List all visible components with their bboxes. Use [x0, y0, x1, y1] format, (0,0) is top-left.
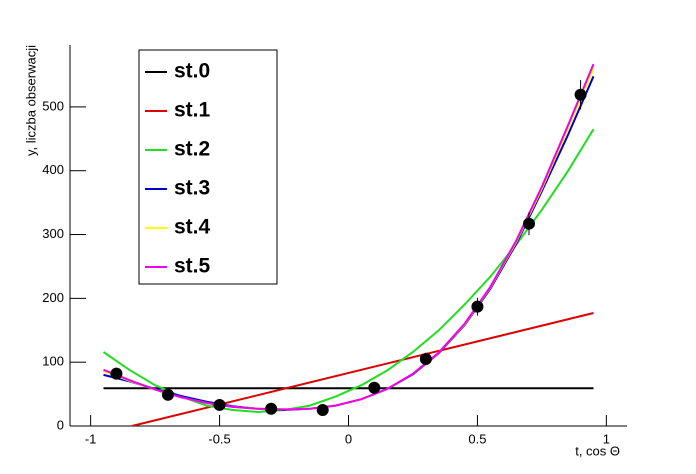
data-point: [161, 388, 174, 401]
x-axis-label: t, cos Θ: [575, 443, 620, 458]
y-tick-label: 0: [57, 417, 64, 432]
legend-label: st.4: [174, 216, 211, 239]
data-point: [523, 217, 536, 230]
data-point: [574, 88, 587, 101]
legend-label: st.5: [174, 255, 211, 278]
plot-area: [102, 63, 595, 426]
data-point: [419, 352, 432, 365]
y-tick-label: 500: [42, 98, 64, 113]
data-point: [265, 402, 278, 415]
x-tick-label: 1: [603, 431, 610, 446]
y-tick-label: 200: [42, 290, 64, 305]
x-tick-label: 0: [345, 431, 352, 446]
y-tick-label: 400: [42, 162, 64, 177]
y-tick-label: 300: [42, 226, 64, 241]
legend-label: st.0: [174, 60, 210, 83]
legend-box: [138, 49, 278, 285]
legend-label: st.1: [174, 99, 211, 122]
fit-line: [131, 312, 594, 426]
legend-label: st.3: [174, 177, 210, 200]
data-point: [368, 381, 381, 394]
x-tick-label: -1: [85, 431, 97, 446]
data-point: [110, 367, 123, 380]
legend-label: st.2: [174, 138, 210, 161]
fit-line: [103, 63, 595, 411]
data-point: [213, 398, 226, 411]
y-axis-label: y, liczba obserwacji: [23, 45, 38, 156]
x-tick-label: 0.5: [468, 431, 486, 446]
x-tick-label: -0.5: [208, 431, 230, 446]
y-tick-label: 100: [42, 354, 64, 369]
data-point: [316, 404, 329, 417]
data-point: [471, 300, 484, 313]
